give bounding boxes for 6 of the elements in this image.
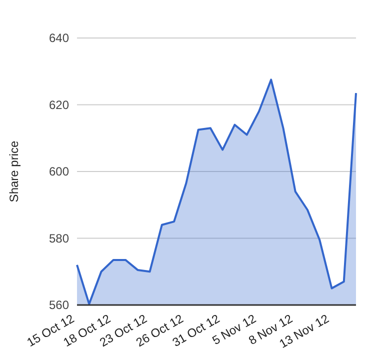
- y-tick-label: 600: [48, 164, 70, 179]
- y-axis-title: Share price: [7, 140, 21, 202]
- y-tick-label: 560: [48, 298, 70, 312]
- y-tick-label: 620: [48, 98, 70, 112]
- y-tick-label: 580: [48, 231, 70, 246]
- y-tick-label: 640: [48, 31, 70, 46]
